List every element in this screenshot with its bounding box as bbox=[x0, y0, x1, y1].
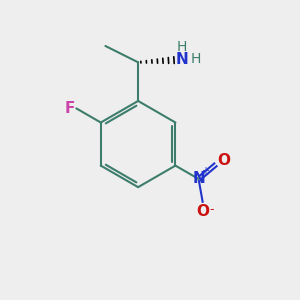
Text: O: O bbox=[217, 153, 230, 168]
Text: O: O bbox=[196, 204, 209, 219]
Text: N: N bbox=[176, 52, 188, 67]
Text: F: F bbox=[64, 101, 75, 116]
Text: N: N bbox=[192, 172, 205, 187]
Text: +: + bbox=[201, 166, 209, 176]
Text: H: H bbox=[190, 52, 201, 66]
Text: -: - bbox=[210, 203, 214, 216]
Text: H: H bbox=[177, 40, 187, 54]
